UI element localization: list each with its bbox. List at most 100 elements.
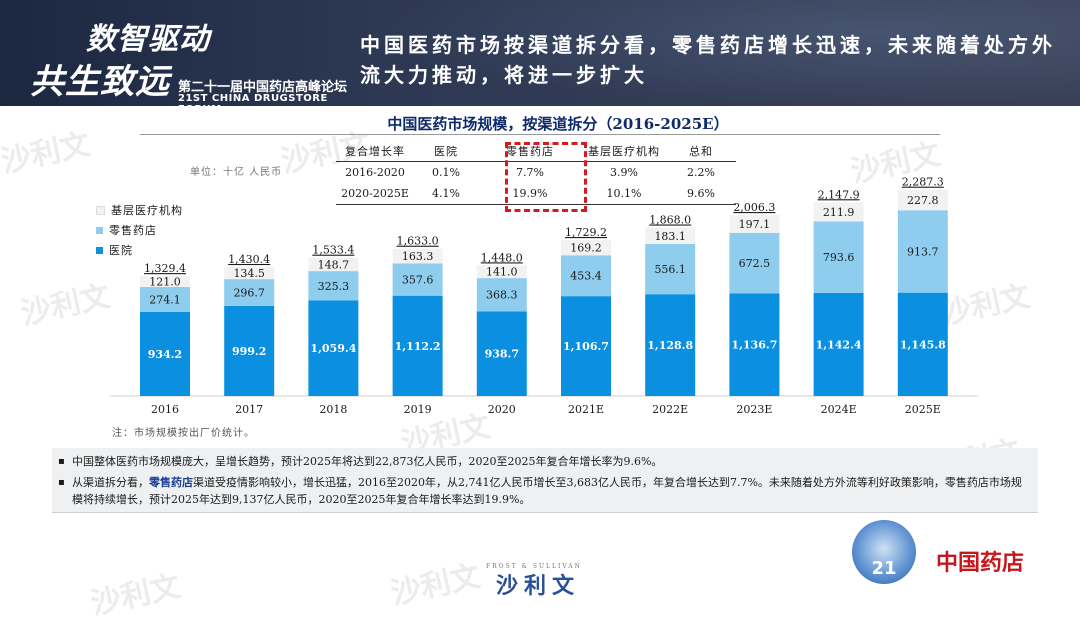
bar-segment (392, 263, 443, 296)
bar-total-label: 1,868.0 (649, 214, 691, 227)
bar-segment (308, 300, 359, 396)
bar-value-label: 357.6 (402, 274, 434, 287)
x-tick-label: 2025E (905, 403, 941, 416)
x-tick-label: 2023E (736, 403, 772, 416)
slide-title: 中国医药市场按渠道拆分看，零售药店增长迅速，未来随着处方外流大力推动，将进一步扩… (360, 33, 1056, 87)
footer-logo-sub: FROST & SULLIVAN (486, 563, 582, 570)
logo-slogan-1: 数智驱动 (86, 22, 210, 57)
bar-total-label: 1,533.4 (312, 244, 354, 257)
bar-value-label: 1,059.4 (310, 342, 356, 355)
bar-segment (897, 292, 948, 396)
stacked-bar-chart: 934.2 274.1 121.01,329.4 2016 999.2 296.7 134.… (110, 176, 978, 416)
x-tick-label: 2022E (652, 403, 688, 416)
table-header-cell: 复合增长率 (336, 140, 414, 162)
summary-panel: 中国整体医药市场规模庞大，呈增长趋势，预计2025年将达到22,873亿人民币，… (52, 448, 1038, 513)
retail-highlight-box (505, 142, 587, 212)
legend-item: 零售药店 (96, 220, 183, 240)
legend-swatch (96, 226, 103, 234)
bar-segment (561, 240, 611, 256)
chart-title: 中国医药市场规模，按渠道拆分（2016-2025E） (387, 115, 729, 133)
bar-segment (392, 295, 443, 396)
bar-total-label: 1,448.0 (481, 251, 523, 264)
bar-segment (813, 221, 864, 293)
bullet-item: 从渠道拆分看，零售药店渠道受疫情影响较小，增长迅猛，2016至2020年，从2,… (58, 474, 1028, 508)
bar-value-label: 1,145.8 (900, 338, 946, 351)
bar-segment (224, 305, 275, 396)
bar-value-label: 211.9 (823, 206, 855, 219)
bar-segment (645, 244, 696, 295)
legend-label: 基层医疗机构 (111, 204, 183, 217)
bar-segment (729, 215, 780, 233)
table-cell: 2016-2020 (345, 166, 405, 179)
bar-segment (140, 276, 190, 288)
bar-segment (476, 278, 527, 312)
x-tick-label: 2024E (821, 403, 857, 416)
bar-value-label: 793.6 (823, 251, 855, 264)
logo-slogan-2: 共生致远 (30, 62, 170, 102)
bar-segment (645, 227, 696, 245)
bullet-text: 渠道受疫情影响较小，增长迅猛，2016至2020年，从2,741亿人民币增长至3… (72, 476, 1022, 506)
bullet-highlight: 零售药店 (149, 476, 193, 489)
bar-value-label: 1,128.8 (647, 339, 693, 352)
table-header-cell: 基层医疗机构 (582, 140, 666, 162)
bar-segment (308, 257, 359, 272)
bar-segment (897, 210, 948, 293)
title-divider (140, 134, 940, 135)
bar-total-label: 1,633.0 (397, 235, 439, 248)
bar-segment (645, 294, 696, 396)
bar-value-label: 296.7 (233, 286, 265, 299)
bar-value-label: 227.8 (907, 194, 939, 207)
bar-segment (476, 265, 527, 279)
table-cell: 0.1% (432, 166, 460, 179)
bar-value-label: 913.7 (907, 245, 939, 258)
table-header-cell: 医院 (414, 140, 478, 162)
bar-segment (476, 311, 527, 396)
bar-value-label: 141.0 (486, 266, 518, 279)
bar-segment (392, 248, 443, 264)
bar-value-label: 274.1 (149, 293, 181, 306)
legend-label: 零售药店 (109, 224, 157, 237)
logo-forum-cn: 第二十一届中国药店高峰论坛 (178, 80, 348, 95)
table-header-cell: 总和 (666, 140, 736, 162)
unit-label: 单位：十亿 人民币 (190, 167, 283, 178)
cagr-table: 复合增长率 医院 零售药店 基层医疗机构 总和 2016-2020 0.1% 7… (336, 140, 736, 205)
bar-value-label: 148.7 (318, 258, 350, 271)
bar-value-label: 999.2 (232, 345, 266, 358)
chart-legend: 基层医疗机构 零售药店 医院 (96, 200, 183, 260)
frost-sullivan-logo: 沙利文 (496, 574, 581, 599)
table-cell: 7.7% (516, 166, 544, 179)
bar-segment (224, 279, 275, 306)
bar-segment (224, 266, 275, 280)
bar-total-label: 1,430.4 (228, 253, 270, 266)
forum-logo: 数智驱动 共生致远 第二十一届中国药店高峰论坛 21ST CHINA DRUGS… (30, 14, 350, 106)
table-cell: 2.2% (687, 166, 715, 179)
bar-value-label: 197.1 (739, 218, 771, 231)
table-cell: 2020-2025E (336, 183, 414, 205)
bar-value-label: 183.1 (654, 230, 686, 243)
bullet-text: 从渠道拆分看， (72, 476, 149, 489)
bar-value-label: 163.3 (402, 250, 434, 263)
bar-total-label: 2,147.9 (818, 188, 860, 201)
bar-value-label: 453.4 (570, 270, 602, 283)
bar-total-label: 2,006.3 (733, 201, 775, 214)
bar-value-label: 1,136.7 (731, 339, 777, 352)
header-banner: 数智驱动 共生致远 第二十一届中国药店高峰论坛 21ST CHINA DRUGS… (0, 0, 1080, 106)
legend-item: 基层医疗机构 (96, 200, 183, 220)
bar-segment (729, 293, 780, 396)
bar-value-label: 934.2 (148, 348, 182, 361)
bar-segment (897, 189, 948, 211)
bar-value-label: 1,112.2 (395, 340, 441, 353)
bar-value-label: 672.5 (739, 257, 771, 270)
table-row: 2016-2020 0.1% 7.7% 3.9% 2.2% (336, 162, 736, 184)
bar-segment (308, 271, 359, 301)
table-header-row: 复合增长率 医院 零售药店 基层医疗机构 总和 (336, 140, 736, 162)
header-glow (380, 0, 1080, 106)
bar-segment (140, 311, 190, 396)
bar-value-label: 325.3 (318, 280, 350, 293)
bar-total-label: 1,329.4 (144, 262, 186, 275)
table-cell: 19.9% (478, 183, 582, 205)
bar-segment (561, 255, 611, 297)
table-header-cell: 零售药店 (478, 140, 582, 162)
bullet-item: 中国整体医药市场规模庞大，呈增长趋势，预计2025年将达到22,873亿人民币，… (58, 453, 1028, 470)
bar-segment (140, 287, 190, 312)
